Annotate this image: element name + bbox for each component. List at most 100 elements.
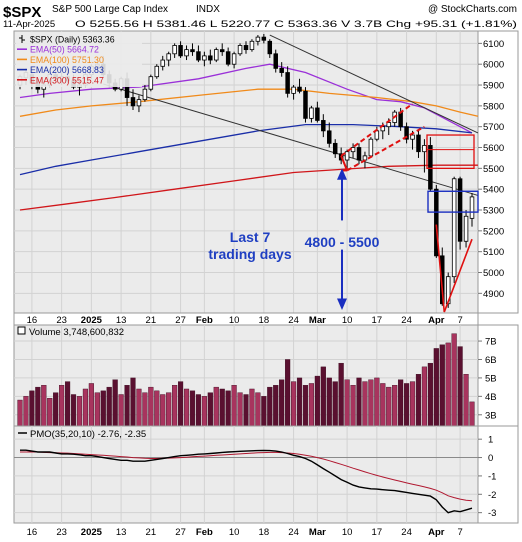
candle-body xyxy=(231,53,237,65)
x-tick-label-top: 10 xyxy=(229,315,240,326)
volume-bar xyxy=(356,377,362,427)
volume-tick-label: 4B xyxy=(485,392,497,403)
volume-bar xyxy=(314,375,320,427)
volume-bar xyxy=(409,381,416,427)
candle-body xyxy=(255,36,261,42)
blue-arrow-head-down xyxy=(337,298,347,310)
volume-bar xyxy=(231,385,237,427)
candle-body xyxy=(469,196,475,219)
candle-body xyxy=(374,130,380,140)
candle-body xyxy=(130,97,136,107)
candle-body xyxy=(416,134,421,153)
volume-bar xyxy=(296,377,303,427)
symbol-title: $SPX xyxy=(3,4,41,21)
price-tick-label: 5800 xyxy=(483,101,504,112)
volume-bar xyxy=(243,394,249,427)
candle-body xyxy=(261,36,267,41)
watermark: @ StockCharts.com xyxy=(428,4,517,15)
price-tick-label: 5000 xyxy=(483,268,504,279)
legend-label: EMA(200) 5668.83 xyxy=(30,65,104,75)
x-tick-label-top: Mar xyxy=(309,315,326,326)
price-tick-label: 5400 xyxy=(483,185,504,196)
x-tick-label-top: 23 xyxy=(56,315,67,326)
volume-bar xyxy=(160,394,166,427)
volume-bar xyxy=(302,385,309,427)
candle-body xyxy=(332,142,338,155)
x-tick-label-top: 27 xyxy=(175,315,186,326)
ema-line xyxy=(19,123,473,176)
x-tick-label-top: 2025 xyxy=(81,315,103,326)
volume-bar xyxy=(451,333,457,427)
candle-body xyxy=(136,99,142,107)
volume-bar xyxy=(23,396,29,427)
x-tick-label-bottom: 21 xyxy=(146,527,157,538)
x-tick-label-bottom: 10 xyxy=(342,527,353,538)
red-resistance-box xyxy=(426,134,475,170)
volume-tick-label: 5B xyxy=(485,373,497,384)
candle-body xyxy=(309,107,314,119)
ohlc-readout: O 5255.56 H 5381.46 L 5220.77 C 5363.36 … xyxy=(75,19,517,30)
volume-bar xyxy=(82,388,89,427)
volume-bar xyxy=(70,394,77,427)
blue-support-box xyxy=(427,190,479,213)
x-tick-label-bottom: 23 xyxy=(56,527,67,538)
volume-bar xyxy=(213,386,219,427)
pmo-tick-label: 1 xyxy=(488,435,493,446)
volume-bar xyxy=(279,379,285,427)
volume-bar xyxy=(166,392,172,427)
red-v-line xyxy=(435,224,446,313)
candle-body xyxy=(410,134,415,140)
price-tick-label: 6100 xyxy=(483,39,504,50)
volume-bar xyxy=(368,379,374,427)
volume-bar xyxy=(136,388,142,427)
x-tick-label-bottom: 7 xyxy=(457,527,462,538)
volume-bar xyxy=(219,388,225,427)
x-tick-label-bottom: Feb xyxy=(196,527,213,538)
volume-tick-label: 7B xyxy=(485,337,497,348)
volume-bar xyxy=(237,392,243,427)
volume-bar xyxy=(112,379,118,427)
x-tick-label-top: 7 xyxy=(457,315,462,326)
volume-bar xyxy=(124,385,130,427)
candle-body xyxy=(321,120,326,132)
x-tick-label-bottom: Mar xyxy=(309,527,326,538)
price-tick-label: 5900 xyxy=(483,81,504,92)
x-tick-label-bottom: 24 xyxy=(288,527,299,538)
x-tick-label-top: 24 xyxy=(288,315,299,326)
candle-body xyxy=(273,53,278,69)
volume-bar xyxy=(344,379,350,427)
x-tick-label-top: 18 xyxy=(259,315,270,326)
candle-body xyxy=(196,51,201,61)
candle-body xyxy=(463,215,469,242)
candle-body xyxy=(279,67,284,73)
volume-bar xyxy=(445,342,451,427)
volume-bar xyxy=(398,379,404,427)
volume-bar xyxy=(177,381,184,427)
candle-body xyxy=(285,72,290,94)
volume-tick-label: 3B xyxy=(485,410,497,421)
volume-bar xyxy=(100,390,106,427)
annotation-last7-line1: Last 7 xyxy=(230,229,271,245)
volume-bar xyxy=(285,359,291,427)
volume-bar xyxy=(380,383,386,427)
candle-body xyxy=(208,55,213,61)
red-v-line xyxy=(443,238,473,313)
volume-bar xyxy=(463,374,469,427)
price-tick-label: 6000 xyxy=(483,60,504,71)
candle-body xyxy=(172,45,177,55)
ema-line xyxy=(19,164,478,211)
volume-bar xyxy=(94,392,100,427)
index-name: S&P 500 Large Cap Index xyxy=(52,4,168,15)
candle-body xyxy=(457,178,463,242)
volume-bar xyxy=(392,385,398,427)
volume-panel: 7B 6B 5B 4B 3B Volume 3,748,600,832 xyxy=(13,324,519,427)
price-panel: 4900 5000 5100 5200 5300 5400 5500 5600 5700 5800… xyxy=(13,30,519,314)
candle-body xyxy=(344,151,350,161)
volume-tick-label: 6B xyxy=(485,355,497,366)
candle-body xyxy=(202,55,207,61)
pmo-tick-label: 0 xyxy=(488,453,493,464)
x-tick-label-top: 10 xyxy=(342,315,353,326)
candle-body xyxy=(190,49,195,53)
x-tick-label-bottom: 10 xyxy=(229,527,240,538)
volume-bar xyxy=(17,399,23,427)
